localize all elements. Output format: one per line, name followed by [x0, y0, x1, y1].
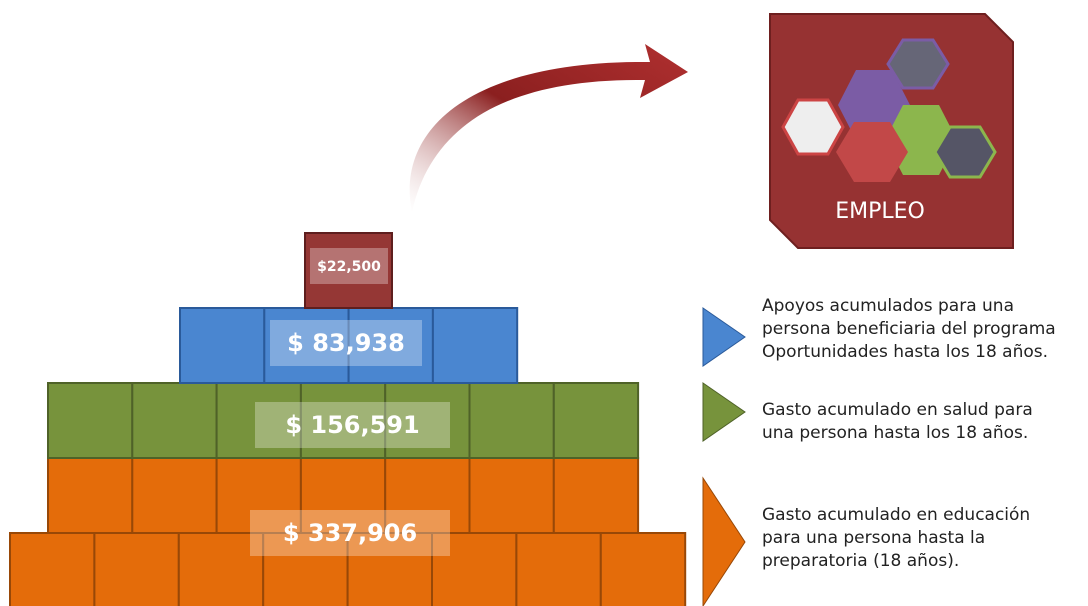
block [132, 458, 216, 533]
block [554, 458, 638, 533]
block [554, 383, 638, 458]
block [601, 533, 685, 606]
legend-text: para una persona hasta la [762, 528, 985, 548]
legend-text: Apoyos acumulados para una [762, 296, 1014, 316]
legend-marker [703, 308, 745, 366]
block [48, 458, 132, 533]
block [516, 533, 600, 606]
empleo-label: EMPLEO [835, 199, 925, 224]
block [433, 308, 517, 383]
amount-label: $22,500 [317, 259, 381, 275]
legend-text: preparatoria (18 años). [762, 551, 959, 571]
infographic: EMPLEO $22,500 $ 83,938 $ 156,591 $ 337,906… [0, 0, 1088, 606]
legend-text: Gasto acumulado en educación [762, 505, 1030, 525]
amount-label: $ 337,906 [283, 519, 417, 547]
arrow [410, 44, 688, 212]
block [10, 533, 94, 606]
block [48, 383, 132, 458]
amount-label: $ 83,938 [287, 329, 405, 357]
amount-label: $ 156,591 [285, 411, 419, 439]
legend-text: Gasto acumulado en salud para [762, 400, 1033, 420]
empleo-box: EMPLEO [770, 14, 1013, 248]
block [132, 383, 216, 458]
legend-text: persona beneficiaria del programa [762, 319, 1056, 339]
block [470, 383, 554, 458]
legend-text: Oportunidades hasta los 18 años. [762, 342, 1048, 362]
block [470, 458, 554, 533]
block [180, 308, 264, 383]
block [94, 533, 178, 606]
legend-marker [703, 478, 745, 606]
legend-marker [703, 383, 745, 441]
legend-text: una persona hasta los 18 años. [762, 423, 1028, 443]
